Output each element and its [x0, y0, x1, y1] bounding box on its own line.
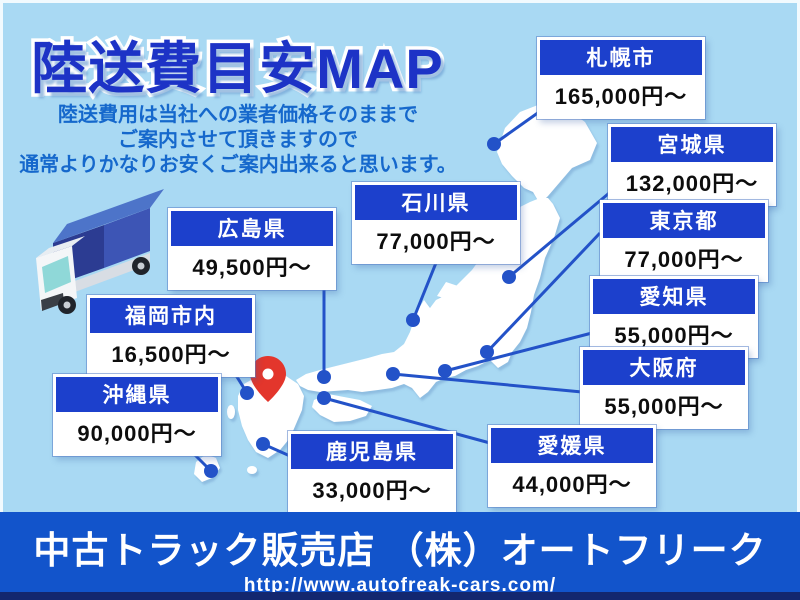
shop-url[interactable]: http://www.autofreak-cars.com/ — [243, 575, 557, 596]
price-label-ehime: 愛媛県 44,000円～ — [488, 425, 656, 507]
price-label-okinawa: 沖縄県 90,000円～ — [53, 374, 221, 456]
price-value: 33,000円～ — [291, 469, 453, 510]
prefecture-name: 愛媛県 — [491, 428, 653, 463]
prefecture-name: 札幌市 — [540, 40, 702, 75]
location-dots — [204, 137, 516, 478]
prefecture-name: 大阪府 — [583, 350, 745, 385]
price-value: 55,000円～ — [583, 385, 745, 426]
footer-bottom-strip — [0, 592, 800, 600]
location-pin-icon — [250, 356, 286, 402]
prefecture-name: 愛知県 — [593, 279, 755, 314]
subtitle-line-2: ご案内させて頂きますので — [118, 129, 358, 151]
page-subtitle: 陸送費用は当社への業者価格そのままで ご案内させて頂きますので 通常よりかなりお… — [8, 103, 468, 178]
price-label-miyagi: 宮城県 132,000円～ — [608, 124, 776, 206]
prefecture-name: 福岡市内 — [90, 298, 252, 333]
prefecture-name: 鹿児島県 — [291, 434, 453, 469]
price-label-aichi: 愛知県 55,000円～ — [590, 276, 758, 358]
sado-island — [437, 282, 458, 300]
price-label-kagoshima: 鹿児島県 33,000円～ — [288, 431, 456, 513]
shop-name: 中古トラック販売店 （株）オートフリーク — [33, 530, 767, 571]
kyushu-island — [238, 372, 304, 458]
price-label-hiroshima: 広島県 49,500円～ — [168, 208, 336, 290]
price-label-ishikawa: 石川県 77,000円～ — [352, 182, 520, 264]
subtitle-line-3: 通常よりかなりお安くご案内出来ると思います。 — [19, 154, 457, 176]
price-label-tokyo: 東京都 77,000円～ — [600, 200, 768, 282]
price-label-fukuoka: 福岡市内 16,500円～ — [87, 295, 255, 377]
price-label-osaka: 大阪府 55,000円～ — [580, 347, 748, 429]
subtitle-line-1: 陸送費用は当社への業者価格そのままで — [58, 104, 418, 126]
price-value: 77,000円～ — [603, 238, 765, 279]
price-value: 49,500円～ — [171, 246, 333, 287]
price-value: 132,000円～ — [611, 162, 773, 203]
price-value: 77,000円～ — [355, 220, 517, 261]
prefecture-name: 広島県 — [171, 211, 333, 246]
hokkaido-island — [497, 103, 597, 204]
connector-lines — [176, 98, 615, 473]
prefecture-name: 沖縄県 — [56, 377, 218, 412]
price-value: 90,000円～ — [56, 412, 218, 453]
prefecture-name: 石川県 — [355, 185, 517, 220]
tanegashima-island — [247, 466, 257, 474]
truck-icon — [36, 189, 164, 314]
prefecture-name: 東京都 — [603, 203, 765, 238]
footer-bar: 中古トラック販売店 （株）オートフリーク http://www.autofrea… — [0, 512, 800, 600]
price-label-sapporo: 札幌市 165,000円～ — [537, 37, 705, 119]
tsushima-island — [227, 405, 235, 419]
prefecture-name: 宮城県 — [611, 127, 773, 162]
page-title: 陸送費目安MAP — [28, 34, 446, 104]
price-value: 44,000円～ — [491, 463, 653, 504]
price-value: 165,000円～ — [540, 75, 702, 116]
price-value: 16,500円～ — [90, 333, 252, 374]
